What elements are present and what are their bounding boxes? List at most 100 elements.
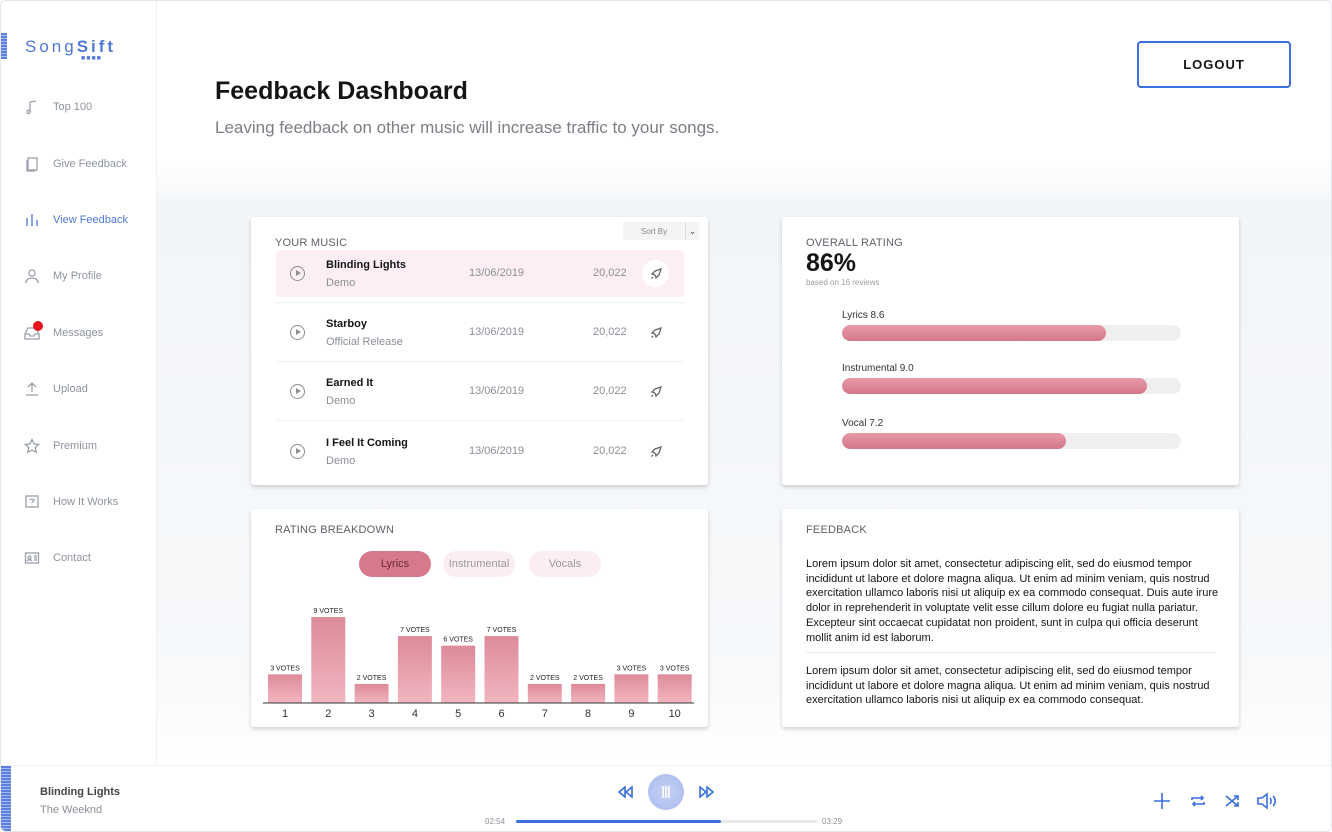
sidebar-item-label: How It Works xyxy=(53,495,119,508)
track-name: I Feel It Coming xyxy=(326,437,408,449)
rating-bar xyxy=(842,433,1181,449)
rating-breakdown-heading: RATING BREAKDOWN xyxy=(275,524,395,536)
rating-bar xyxy=(842,325,1181,341)
promote-button[interactable] xyxy=(642,438,669,465)
sidebar-item-view-feedback[interactable]: View Feedback xyxy=(1,192,157,248)
copy-icon xyxy=(23,155,41,173)
sidebar-item-label: Top 100 xyxy=(53,101,93,114)
tab-vocals[interactable]: Vocals xyxy=(529,551,601,577)
track-type: Official Release xyxy=(326,336,403,348)
sidebar: SongSift ■■■■ Top 100 Give Feedback View F… xyxy=(1,1,157,765)
now-playing-artist: The Weeknd xyxy=(40,804,103,816)
chevron-down-icon: ⌄ xyxy=(685,222,699,240)
x-tick-label: 9 xyxy=(628,708,634,720)
logout-button[interactable]: LOGOUT xyxy=(1137,41,1291,88)
track-row[interactable]: I Feel It Coming Demo 13/06/2019 20,022 xyxy=(276,428,684,475)
chart-bar[interactable] xyxy=(441,645,476,703)
shuffle-button[interactable] xyxy=(1221,790,1243,812)
rating-bar xyxy=(842,378,1181,394)
sidebar-item-messages[interactable]: Messages xyxy=(1,305,157,361)
track-row[interactable]: Earned It Demo 13/06/2019 20,022 xyxy=(276,368,684,421)
rocket-icon xyxy=(650,267,662,279)
bar-data-label: 9 VOTES xyxy=(314,608,344,615)
rating-breakdown-card: RATING BREAKDOWN Lyrics Instrumental Vocal… xyxy=(251,509,708,727)
rating-bar-fill xyxy=(842,325,1107,341)
volume-button[interactable] xyxy=(1255,790,1279,812)
promote-button[interactable] xyxy=(642,319,669,346)
sidebar-item-label: Premium xyxy=(53,439,98,452)
player-accent-bar xyxy=(1,766,11,831)
chart-bar[interactable] xyxy=(311,617,346,703)
now-playing-title: Blinding Lights xyxy=(40,786,121,798)
rating-bar-label: Vocal 7.2 xyxy=(842,418,884,429)
promote-button[interactable] xyxy=(642,378,669,405)
sidebar-item-label: Contact xyxy=(53,552,91,565)
chart-bar[interactable] xyxy=(527,683,562,703)
chart-bar[interactable] xyxy=(397,636,432,703)
rocket-icon xyxy=(650,445,662,457)
rewind-button[interactable] xyxy=(614,782,636,802)
fast-forward-button[interactable] xyxy=(696,782,718,802)
track-plays: 20,022 xyxy=(593,385,627,397)
bar-data-label: 2 VOTES xyxy=(357,675,387,682)
your-music-heading: YOUR MUSIC xyxy=(275,237,348,249)
sidebar-item-my-profile[interactable]: My Profile xyxy=(1,248,157,304)
sort-by-label: Sort By xyxy=(640,226,668,236)
pause-button[interactable] xyxy=(648,774,684,810)
bar-data-label: 2 VOTES xyxy=(573,675,603,682)
sidebar-item-upload[interactable]: Upload xyxy=(1,361,157,417)
play-icon[interactable] xyxy=(290,384,305,399)
sort-by-select[interactable]: Sort By ⌄ xyxy=(623,222,699,240)
track-date: 13/06/2019 xyxy=(469,326,525,338)
logo-text: Song xyxy=(25,37,77,56)
chart-bar[interactable] xyxy=(484,636,519,703)
add-button[interactable] xyxy=(1151,790,1173,812)
chart-bar[interactable] xyxy=(571,683,606,703)
progress-bar[interactable] xyxy=(516,820,817,823)
fast-forward-icon xyxy=(699,786,715,798)
bar-chart-icon xyxy=(23,211,41,229)
your-music-card: YOUR MUSIC Sort By ⌄ Blinding Lights Demo… xyxy=(251,217,708,485)
music-note-icon xyxy=(23,98,41,116)
track-type: Demo xyxy=(326,395,356,407)
tab-lyrics[interactable]: Lyrics xyxy=(359,551,431,577)
chart-bar[interactable] xyxy=(354,683,389,703)
promote-button[interactable] xyxy=(642,260,669,287)
sidebar-item-top-100[interactable]: Top 100 xyxy=(1,79,157,135)
track-name: Earned It xyxy=(326,377,374,389)
track-plays: 20,022 xyxy=(593,267,627,279)
chart-bar[interactable] xyxy=(614,674,649,703)
sidebar-item-contact[interactable]: Contact xyxy=(1,530,157,586)
play-icon[interactable] xyxy=(290,266,305,281)
dashboard-content: YOUR MUSIC Sort By ⌄ Blinding Lights Demo… xyxy=(157,199,1331,765)
feedback-entry: Lorem ipsum dolor sit amet, consectetur … xyxy=(806,665,1210,707)
x-tick-label: 8 xyxy=(585,708,591,720)
sidebar-item-label: Upload xyxy=(53,383,88,396)
track-plays: 20,022 xyxy=(593,445,627,457)
repeat-button[interactable] xyxy=(1187,790,1209,812)
bar-data-label: 3 VOTES xyxy=(660,665,690,672)
overall-rating-heading: OVERALL RATING xyxy=(806,237,903,249)
track-name: Starboy xyxy=(326,318,367,330)
tab-instrumental[interactable]: Instrumental xyxy=(443,551,515,577)
play-icon[interactable] xyxy=(290,325,305,340)
track-row[interactable]: Starboy Official Release 13/06/2019 20,022 xyxy=(276,309,684,362)
sidebar-item-give-feedback[interactable]: Give Feedback xyxy=(1,135,157,191)
star-icon xyxy=(23,437,41,455)
rating-bar-label: Instrumental 9.0 xyxy=(842,363,914,374)
shuffle-icon xyxy=(1225,795,1239,807)
x-tick-label: 6 xyxy=(498,708,504,720)
chart-bar[interactable] xyxy=(268,674,302,703)
sidebar-item-premium[interactable]: Premium xyxy=(1,417,157,473)
elapsed-time: 02:54 xyxy=(485,817,506,826)
logo[interactable]: SongSift ■■■■ xyxy=(1,33,157,62)
bar-data-label: 3 VOTES xyxy=(617,665,647,672)
bar-data-label: 3 VOTES xyxy=(270,665,300,672)
notification-dot xyxy=(33,320,43,331)
track-date: 13/06/2019 xyxy=(469,267,525,279)
track-row[interactable]: Blinding Lights Demo 13/06/2019 20,022 xyxy=(276,250,684,303)
sidebar-item-how-it-works[interactable]: How It Works xyxy=(1,474,157,530)
chart-bar[interactable] xyxy=(657,674,692,703)
play-icon[interactable] xyxy=(290,444,305,459)
track-divider xyxy=(276,420,684,421)
